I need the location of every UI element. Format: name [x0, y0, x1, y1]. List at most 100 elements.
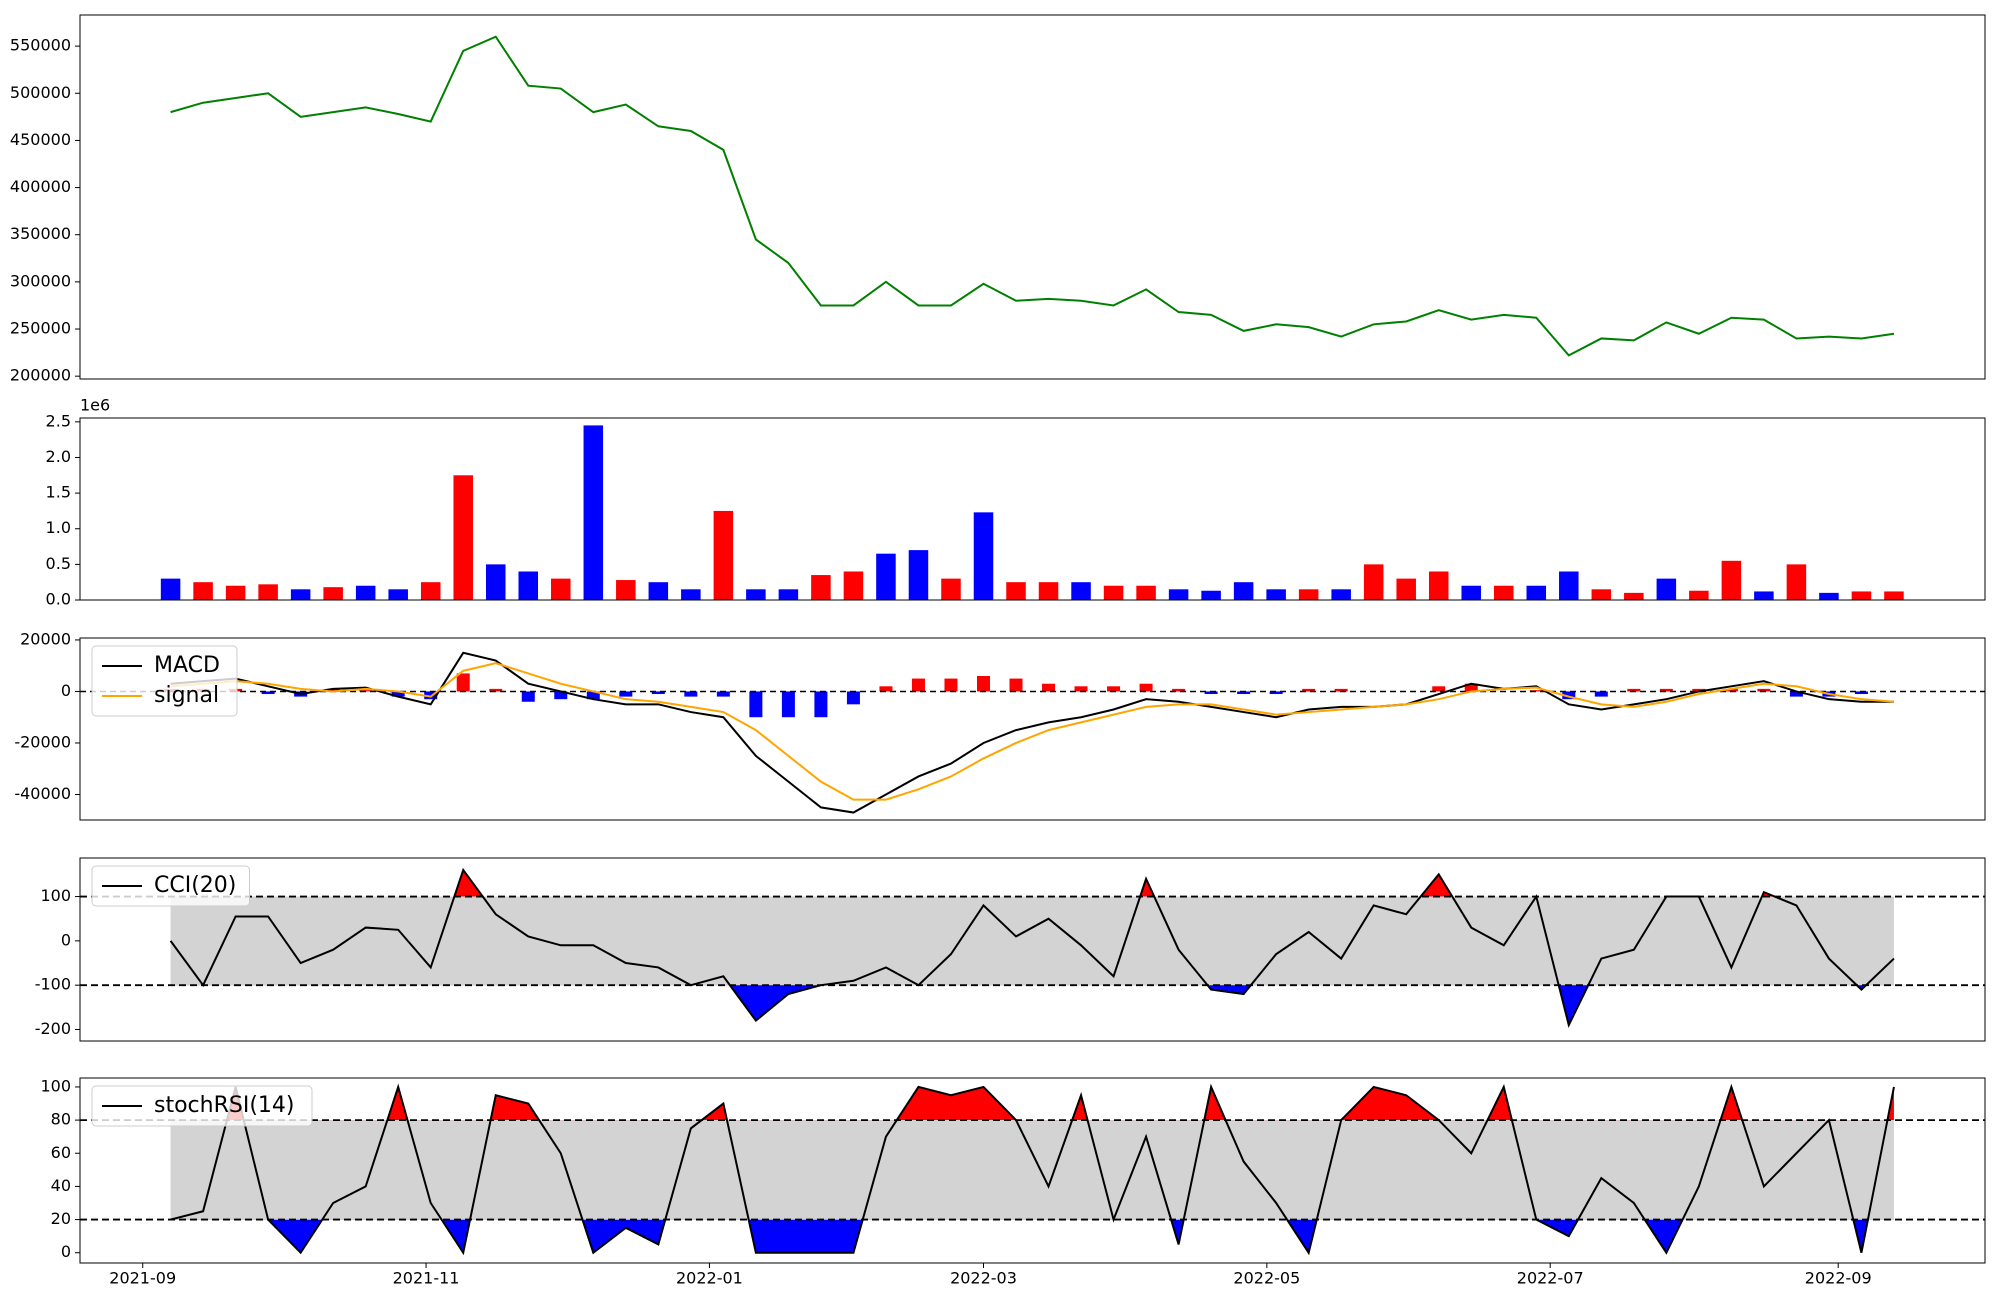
histogram-bar [911, 678, 925, 692]
x-tick-label: 2022-03 [950, 1269, 1017, 1288]
y-tick-label: 0.0 [46, 590, 71, 609]
histogram-bar [1237, 691, 1251, 695]
axes-frame [79, 637, 1986, 821]
x-tick-label: 2022-01 [676, 1269, 743, 1288]
volume-bar [1656, 578, 1677, 600]
histogram-bar [1724, 688, 1738, 692]
legend-label: stochRSI(14) [154, 1093, 295, 1118]
histogram-bar [1562, 691, 1576, 700]
volume-bar [1819, 592, 1839, 600]
volume-bar [1591, 589, 1612, 600]
y-tick-label: 100 [40, 886, 71, 905]
plot-area [80, 1083, 1985, 1256]
y-tick-label: 450000 [10, 130, 71, 149]
volume-bar [518, 571, 539, 600]
histogram-bar [1334, 688, 1348, 692]
histogram-bar [846, 691, 860, 705]
panel: 200000 250000 300000 350000 400000 450000 5000… [10, 14, 1986, 385]
volume-bar [648, 582, 669, 600]
legend-label: MACD [154, 653, 220, 678]
y-tick-label: 1.0 [46, 518, 71, 537]
histogram-bar [521, 691, 535, 702]
y-tick-label: 0 [61, 930, 71, 949]
histogram-bar [1107, 686, 1121, 692]
volume-bar [713, 510, 734, 600]
histogram-bar [684, 691, 698, 697]
volume-bar [1754, 591, 1774, 600]
volume-bar [160, 578, 181, 600]
histogram-bar [1594, 691, 1608, 697]
offset-label: 1e6 [80, 396, 110, 415]
series-line [170, 1083, 1895, 1256]
volume-bar [551, 578, 571, 600]
volume-bar [778, 589, 799, 600]
y-tick-label: 2.0 [46, 447, 71, 466]
volume-bar [1331, 589, 1351, 600]
volume-bar [1006, 582, 1026, 600]
volume-bar [1396, 578, 1416, 600]
axes-frame [79, 14, 1986, 380]
histogram-bar [1139, 683, 1153, 692]
volume-bar [1526, 585, 1547, 600]
volume-bar [811, 575, 831, 600]
plot-area [80, 651, 1985, 814]
volume-bar [1298, 589, 1319, 600]
volume-bar [1038, 582, 1059, 600]
histogram-bar [1757, 688, 1771, 692]
y-tick-label: 350000 [10, 224, 71, 243]
histogram-bar [976, 675, 990, 692]
volume-bar [843, 571, 864, 600]
volume-bar [1884, 591, 1904, 600]
axes-frame [79, 417, 1986, 601]
y-tick-label: 60 [51, 1143, 71, 1162]
histogram-bar [489, 688, 503, 692]
legend-label: signal [154, 683, 219, 708]
panel: 0.0 0.5 1.0 1.5 2.0 2.5 1e6 [46, 396, 1986, 609]
legend: CCI(20) [91, 865, 250, 907]
histogram-bar [1854, 691, 1868, 695]
volume-bar [1363, 564, 1384, 600]
histogram-bar [391, 691, 405, 697]
histogram-bar [1529, 690, 1543, 692]
histogram-bar [1659, 688, 1673, 692]
histogram-bar [554, 691, 568, 700]
volume-bar [258, 584, 278, 600]
histogram-bar [1432, 686, 1446, 692]
volume-bar [485, 564, 506, 600]
histogram-bar [781, 691, 795, 718]
plot-area [80, 867, 1985, 1028]
y-tick-label: 500000 [10, 83, 71, 102]
legend-box [91, 1085, 313, 1127]
volume-bar [193, 582, 213, 600]
series-line [170, 662, 1895, 801]
y-tick-label: -100 [35, 975, 71, 994]
volume-bar [388, 589, 408, 600]
histogram-bar [1302, 688, 1316, 692]
volume-bar [1624, 592, 1644, 600]
volume-bar [420, 582, 441, 600]
y-tick-label: 2.5 [46, 411, 71, 430]
histogram-bar [749, 691, 763, 718]
volume-bar [1103, 585, 1124, 600]
volume-bar [290, 589, 311, 600]
y-tick-label: 250000 [10, 319, 71, 338]
volume-bar [1461, 585, 1481, 600]
x-tick-label: 2021-09 [109, 1269, 176, 1288]
y-tick-label: 550000 [10, 36, 71, 55]
volume-bar [1494, 585, 1514, 600]
volume-bar [1233, 582, 1254, 600]
legend-box [91, 865, 250, 907]
overbought-fill [170, 1086, 1894, 1121]
histogram-bar [1269, 691, 1283, 695]
legend-label: CCI(20) [154, 873, 236, 898]
y-tick-label: -20000 [14, 732, 71, 751]
y-tick-label: 200000 [10, 366, 71, 385]
volume-bar [1266, 589, 1286, 600]
volume-bar [876, 553, 896, 600]
y-tick-label: -40000 [14, 784, 71, 803]
y-tick-label: 400000 [10, 177, 71, 196]
volume-bar [973, 512, 994, 600]
histogram-bar [424, 691, 438, 700]
y-tick-label: 0 [61, 681, 71, 700]
